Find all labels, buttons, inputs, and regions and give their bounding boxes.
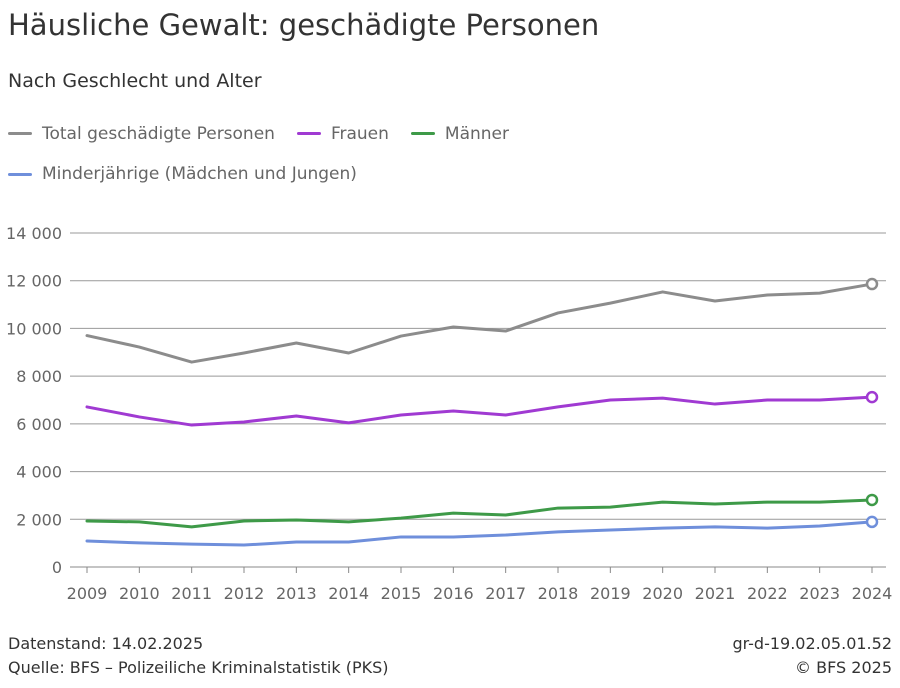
chart-subtitle: Nach Geschlecht und Alter (8, 70, 262, 92)
copyright: © BFS 2025 (795, 658, 892, 677)
legend-label: Männer (444, 123, 510, 144)
x-tick-label: 2013 (276, 584, 317, 603)
y-tick-label: 12 000 (6, 272, 62, 291)
source: Quelle: BFS – Polizeiliche Kriminalstati… (8, 658, 389, 677)
x-tick-label: 2019 (590, 584, 631, 603)
legend-item[interactable]: Frauen (296, 121, 389, 147)
series-end-marker (865, 493, 879, 507)
y-tick-label: 14 000 (6, 224, 62, 243)
x-tick-label: 2010 (119, 584, 160, 603)
series-end-marker (865, 515, 879, 529)
legend-item[interactable]: Männer (410, 121, 510, 147)
legend-swatch (8, 172, 32, 176)
x-tick-label: 2012 (224, 584, 265, 603)
x-tick-label: 2018 (538, 584, 579, 603)
x-tick-label: 2024 (852, 584, 893, 603)
legend-swatch (8, 132, 32, 135)
series-end-marker (865, 277, 879, 291)
x-tick-label: 2009 (67, 584, 108, 603)
y-tick-label: 8 000 (16, 367, 62, 386)
legend: Total geschädigte Personen Frauen Männer Mi… (8, 120, 888, 201)
x-tick-label: 2021 (695, 584, 736, 603)
x-tick-label: 2014 (328, 584, 369, 603)
series-line (85, 498, 874, 529)
x-tick-label: 2023 (799, 584, 840, 603)
x-tick-label: 2015 (381, 584, 422, 603)
x-tick-label: 2020 (642, 584, 683, 603)
legend-label: Minderjährige (Mädchen und Jungen) (42, 164, 357, 184)
series-line (85, 282, 874, 364)
series-end-marker (865, 390, 879, 404)
legend-swatch (410, 132, 435, 135)
x-tick-label: 2017 (485, 584, 526, 603)
y-tick-label: 4 000 (16, 463, 62, 482)
series-line (85, 520, 874, 547)
legend-label: Total geschädigte Personen (42, 123, 275, 144)
legend-item[interactable]: Total geschädigte Personen (8, 121, 275, 147)
x-tick-label: 2022 (747, 584, 788, 603)
y-tick-label: 0 (52, 558, 62, 577)
x-tick-label: 2011 (171, 584, 212, 603)
chart-title: Häusliche Gewalt: geschädigte Personen (8, 8, 600, 42)
y-tick-label: 6 000 (16, 415, 62, 434)
graphic-code: gr-d-19.02.05.01.52 (732, 634, 892, 653)
legend-swatch (296, 132, 321, 135)
legend-label: Frauen (330, 123, 389, 144)
y-tick-label: 2 000 (16, 510, 62, 529)
legend-item[interactable]: Minderjährige (Mädchen und Jungen) (8, 161, 357, 187)
y-tick-label: 10 000 (6, 319, 62, 338)
datenstand: Datenstand: 14.02.2025 (8, 634, 204, 653)
series-line (85, 395, 874, 427)
x-tick-label: 2016 (433, 584, 474, 603)
